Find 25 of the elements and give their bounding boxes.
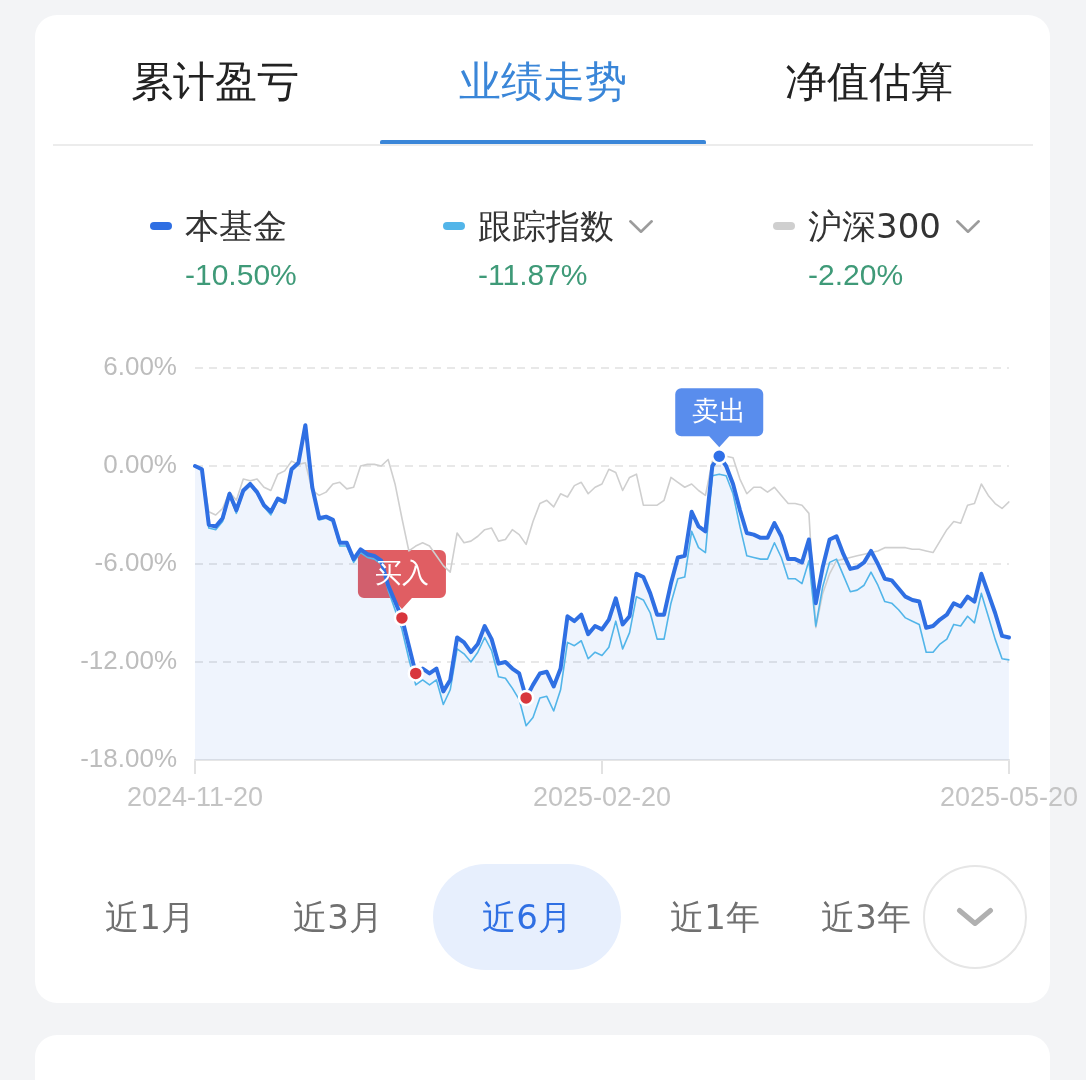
y-tick-label: -18.00% bbox=[80, 743, 177, 774]
x-tick-label: 2024-11-20 bbox=[126, 781, 264, 812]
text: 净值估算 bbox=[785, 56, 953, 108]
text: 近1月 bbox=[105, 896, 195, 938]
legend-label: 本基金 bbox=[185, 205, 287, 247]
text: 近3年 bbox=[821, 896, 911, 938]
x-tick-label: 2025-02-20 bbox=[532, 781, 672, 812]
point bbox=[517, 689, 535, 707]
y-tick-label: -6.00% bbox=[94, 547, 177, 578]
legend-label: 沪深300 bbox=[808, 205, 941, 247]
text: 业绩走势 bbox=[459, 56, 627, 108]
text: -11.87% bbox=[478, 257, 588, 293]
y-tick-label: 6.00% bbox=[103, 351, 177, 382]
text: -2.20% bbox=[808, 257, 904, 293]
text: 近6月 bbox=[482, 896, 572, 938]
text: 累计盈亏 bbox=[131, 56, 299, 108]
y-tick-label: 0.00% bbox=[103, 449, 177, 480]
x-tick-label: 2025-05-20 bbox=[939, 781, 1079, 812]
y-tick-label: -12.00% bbox=[80, 645, 177, 676]
text: 近1年 bbox=[670, 896, 760, 938]
point bbox=[407, 665, 424, 682]
legend-label: 跟踪指数 bbox=[478, 205, 614, 247]
text: -10.50% bbox=[185, 257, 297, 293]
series-label: 卖出 bbox=[692, 395, 747, 427]
text: 近3月 bbox=[293, 896, 383, 938]
